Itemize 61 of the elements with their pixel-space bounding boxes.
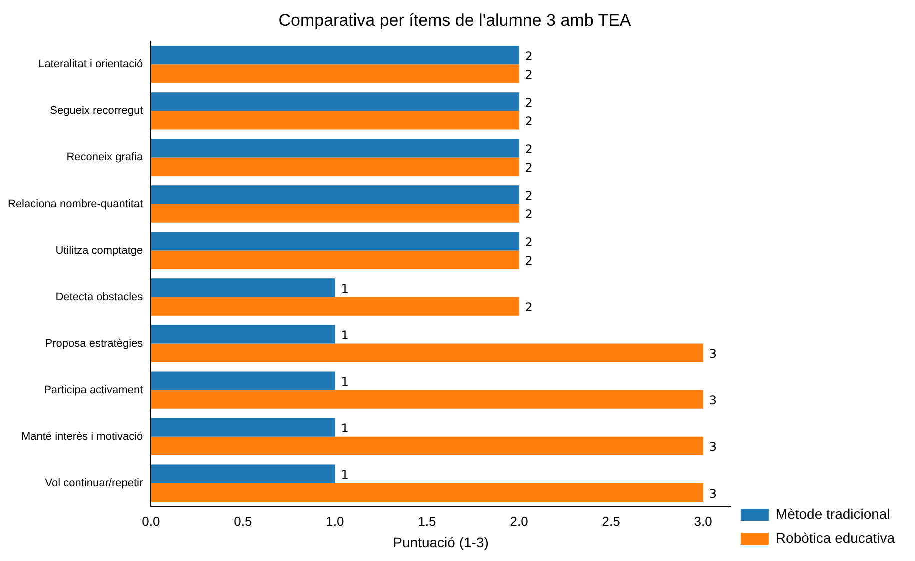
bar	[151, 111, 520, 130]
data-label: 2	[525, 208, 533, 222]
data-label: 1	[341, 422, 349, 436]
data-label: 2	[525, 254, 533, 268]
bar	[151, 232, 520, 251]
y-tick-label: Participa activament	[44, 384, 144, 396]
bar	[151, 297, 520, 316]
x-tick-label: 3.0	[694, 514, 712, 529]
x-tick-label: 1.0	[326, 514, 344, 529]
bar	[151, 64, 520, 84]
bar	[151, 158, 520, 176]
y-tick-label: Reconeix grafia	[66, 152, 144, 164]
chart-title: Comparativa per ítems de l'alumne 3 amb TEA	[278, 10, 632, 30]
data-label: 2	[525, 142, 533, 157]
data-label: 2	[525, 161, 533, 176]
data-label: 3	[709, 394, 717, 408]
x-tick-label: 2.0	[510, 514, 528, 529]
y-tick-label: Segueix recorregut	[50, 105, 144, 118]
data-label: 3	[709, 440, 717, 454]
bar	[151, 92, 520, 112]
y-tick-label: Lateralitat i orientació	[38, 58, 144, 71]
bar	[151, 418, 336, 437]
x-tick-label: 2.5	[602, 514, 620, 529]
legend-label: Mètode tradicional	[776, 506, 890, 522]
bar	[151, 186, 520, 204]
data-label: 1	[341, 375, 349, 390]
bar	[151, 464, 336, 484]
data-label: 2	[525, 49, 533, 64]
bar	[151, 46, 520, 65]
y-tick-label: Detecta obstacles	[56, 291, 144, 304]
y-tick-label: Relaciona nombre-quantitat	[8, 198, 144, 210]
x-axis-title: Puntuació (1-3)	[393, 534, 489, 550]
bar	[151, 139, 520, 158]
data-label: 1	[341, 328, 349, 343]
bar	[151, 390, 704, 409]
data-label: 3	[709, 486, 717, 501]
legend-label: Robòtica educativa	[776, 530, 896, 546]
y-tick-label: Vol continuar/repetir	[45, 477, 144, 490]
bar	[151, 483, 704, 502]
data-label: 1	[341, 282, 349, 296]
bar	[151, 250, 520, 270]
bar	[151, 344, 704, 362]
data-label: 2	[525, 236, 533, 250]
bar	[151, 204, 520, 223]
data-label: 1	[341, 468, 349, 482]
data-label: 3	[709, 347, 717, 362]
bar	[151, 436, 704, 456]
x-tick-label: 0.0	[142, 514, 160, 529]
data-label: 2	[525, 114, 533, 129]
bar	[151, 278, 336, 298]
data-label: 2	[525, 68, 533, 82]
data-label: 2	[525, 96, 533, 110]
y-tick-label: Manté interès i motivació	[21, 430, 144, 443]
bar	[151, 325, 336, 344]
y-tick-label: Proposa estratègies	[45, 338, 144, 350]
x-tick-label: 0.5	[234, 514, 252, 529]
y-tick-label: Utilitza comptatge	[56, 244, 144, 257]
data-label: 2	[525, 189, 533, 204]
data-label: 2	[525, 300, 533, 315]
x-tick-label: 1.5	[418, 514, 436, 529]
bar	[151, 372, 336, 390]
